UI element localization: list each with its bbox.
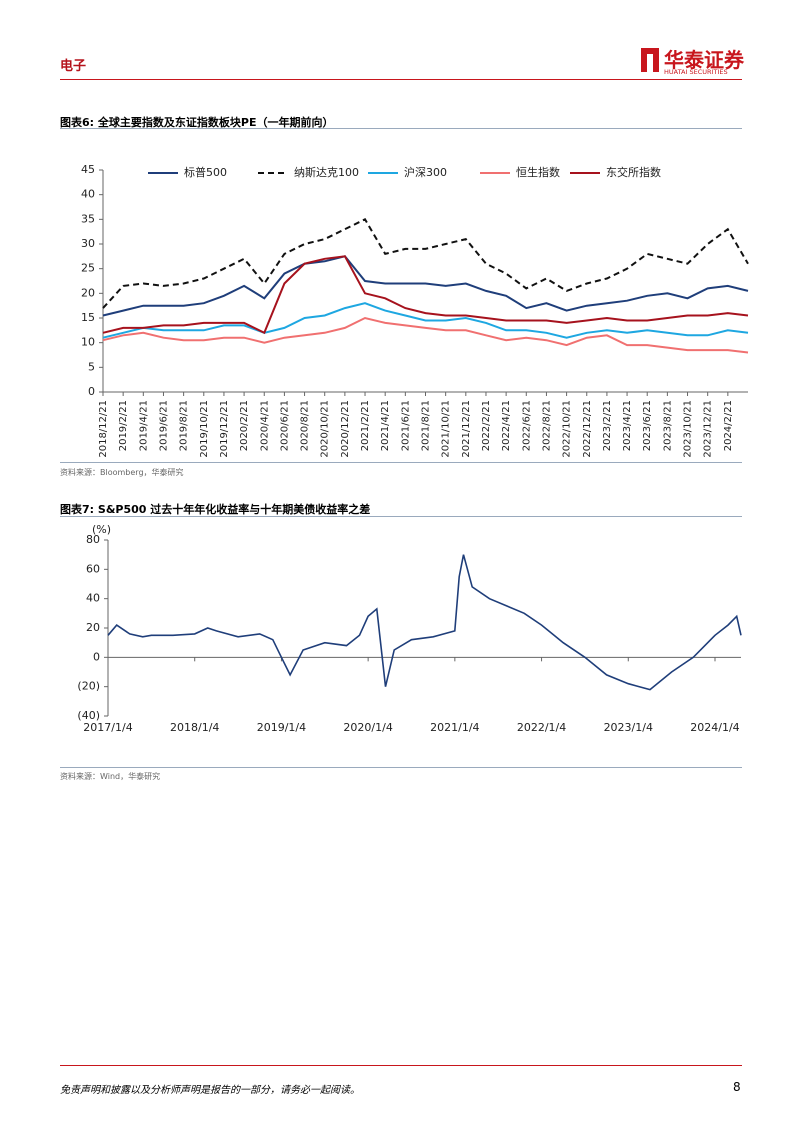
x-tick-label: 2022/12/21 bbox=[582, 400, 593, 458]
x-tick-label: 2022/10/21 bbox=[562, 400, 573, 458]
x-tick-label: 2023/4/21 bbox=[622, 400, 633, 451]
source-note: 资料来源：Bloomberg，华泰研究 bbox=[60, 468, 184, 477]
x-tick-label: 2022/2/21 bbox=[481, 400, 492, 451]
figure-title-text: S&P500 过去十年年化收益率与十年期美债收益率之差 bbox=[97, 503, 371, 516]
x-tick-label: 2020/4/21 bbox=[259, 400, 270, 451]
y-tick-label: 40 bbox=[81, 188, 95, 201]
x-tick-label: 2023/10/21 bbox=[683, 400, 694, 458]
y-tick-label: (40) bbox=[77, 709, 100, 722]
rule bbox=[60, 767, 742, 768]
x-tick-label: 2021/1/4 bbox=[430, 721, 479, 734]
x-tick-label: 2017/1/4 bbox=[83, 721, 132, 734]
figure-title: 图表6: 全球主要指数及东证指数板块PE（一年期前向） bbox=[60, 114, 333, 130]
x-tick-label: 2019/6/21 bbox=[158, 400, 169, 451]
figure-label: 图表6: bbox=[60, 116, 95, 129]
series-line bbox=[102, 255, 749, 317]
logo-icon bbox=[641, 48, 659, 72]
x-tick-label: 2022/4/21 bbox=[501, 400, 512, 451]
x-tick-label: 2020/12/21 bbox=[340, 400, 351, 458]
x-tick-label: 2019/1/4 bbox=[257, 721, 306, 734]
y-tick-label: 5 bbox=[88, 360, 95, 373]
series-line bbox=[102, 217, 749, 309]
x-tick-label: 2018/12/21 bbox=[98, 400, 109, 458]
y-tick-label: 20 bbox=[81, 286, 95, 299]
x-tick-label: 2021/8/21 bbox=[421, 400, 432, 451]
x-tick-label: 2022/6/21 bbox=[521, 400, 532, 451]
x-tick-label: 2019/12/21 bbox=[219, 400, 230, 458]
legend-label: 沪深300 bbox=[404, 165, 447, 179]
x-tick-label: 2020/1/4 bbox=[343, 721, 392, 734]
y-tick-label: 10 bbox=[81, 336, 95, 349]
legend-label: 纳斯达克100 bbox=[294, 166, 359, 179]
x-tick-label: 2019/2/21 bbox=[118, 400, 129, 451]
header-rule bbox=[60, 79, 742, 80]
x-tick-label: 2021/10/21 bbox=[441, 400, 452, 458]
chart: 0 5 10 15 20 25 30 35 40 45 2018/12/21 2019/2/21 201… bbox=[81, 163, 749, 458]
y-tick-label: 35 bbox=[81, 212, 95, 225]
footer-rule bbox=[60, 1065, 742, 1066]
logo-subtext: HUATAI SECURITIES bbox=[664, 68, 728, 76]
legend-label: 标普500 bbox=[184, 165, 227, 179]
x-tick-label: 2019/8/21 bbox=[179, 400, 190, 451]
series-line bbox=[102, 255, 749, 335]
y-tick-label: (20) bbox=[77, 680, 100, 693]
section-name: 电子 bbox=[60, 59, 87, 74]
y-tick-label: 80 bbox=[86, 533, 100, 546]
legend-label: 恒生指数 bbox=[516, 165, 560, 179]
x-tick-label: 2024/1/4 bbox=[690, 721, 739, 734]
x-tick-label: 2023/6/21 bbox=[642, 400, 653, 451]
y-tick-label: 0 bbox=[88, 385, 95, 398]
rule bbox=[60, 462, 742, 463]
x-tick-label: 2020/8/21 bbox=[300, 400, 311, 451]
x-tick-label: 2020/6/21 bbox=[279, 400, 290, 451]
series-line bbox=[107, 554, 742, 691]
x-tick-label: 2023/2/21 bbox=[602, 400, 613, 451]
legend-label: 东交所指数 bbox=[606, 165, 661, 179]
x-tick-label: 2020/10/21 bbox=[320, 400, 331, 458]
figure-title-text: 全球主要指数及东证指数板块PE（一年期前向） bbox=[97, 116, 334, 129]
y-tick-label: 40 bbox=[86, 592, 100, 605]
x-tick-label: 2021/2/21 bbox=[360, 400, 371, 451]
x-tick-label: 2021/6/21 bbox=[400, 400, 411, 451]
x-tick-label: 2023/12/21 bbox=[703, 400, 714, 458]
chart: (%) (40) (20) 0 20 40 60 80 2017/1/4 2018/1/4 2019… bbox=[77, 523, 742, 734]
logo-text: 华泰证券 bbox=[664, 48, 744, 72]
y-tick-label: 45 bbox=[81, 163, 95, 176]
y-tick-label: 20 bbox=[86, 621, 100, 634]
x-tick-label: 2019/10/21 bbox=[199, 400, 210, 458]
x-tick-label: 2024/2/21 bbox=[723, 400, 734, 451]
y-tick-label: 15 bbox=[81, 311, 95, 324]
x-tick-label: 2021/4/21 bbox=[380, 400, 391, 451]
x-tick-label: 2022/1/4 bbox=[517, 721, 566, 734]
page-number: 8 bbox=[733, 1080, 741, 1094]
x-tick-label: 2023/8/21 bbox=[662, 400, 673, 451]
x-tick-label: 2022/8/21 bbox=[541, 400, 552, 451]
y-unit: (%) bbox=[92, 523, 111, 536]
x-tick-label: 2018/1/4 bbox=[170, 721, 219, 734]
series-line bbox=[102, 302, 749, 339]
x-tick-label: 2019/4/21 bbox=[138, 400, 149, 451]
disclaimer: 免责声明和披露以及分析师声明是报告的一部分，请务必一起阅读。 bbox=[60, 1085, 360, 1096]
logo-mark-cut bbox=[647, 54, 653, 72]
y-tick-label: 30 bbox=[81, 237, 95, 250]
rule bbox=[60, 128, 742, 129]
figure-label: 图表7: bbox=[60, 503, 95, 516]
y-tick-label: 0 bbox=[93, 650, 100, 663]
x-tick-label: 2023/1/4 bbox=[604, 721, 653, 734]
x-tick-label: 2020/2/21 bbox=[239, 400, 250, 451]
rule bbox=[60, 516, 742, 517]
figure-title: 图表7: S&P500 过去十年年化收益率与十年期美债收益率之差 bbox=[60, 501, 370, 517]
y-tick-label: 25 bbox=[81, 262, 95, 275]
y-tick-label: 60 bbox=[86, 562, 100, 575]
series-line bbox=[102, 316, 749, 354]
x-tick-label: 2021/12/21 bbox=[461, 400, 472, 458]
source-note: 资料来源：Wind，华泰研究 bbox=[60, 772, 161, 781]
